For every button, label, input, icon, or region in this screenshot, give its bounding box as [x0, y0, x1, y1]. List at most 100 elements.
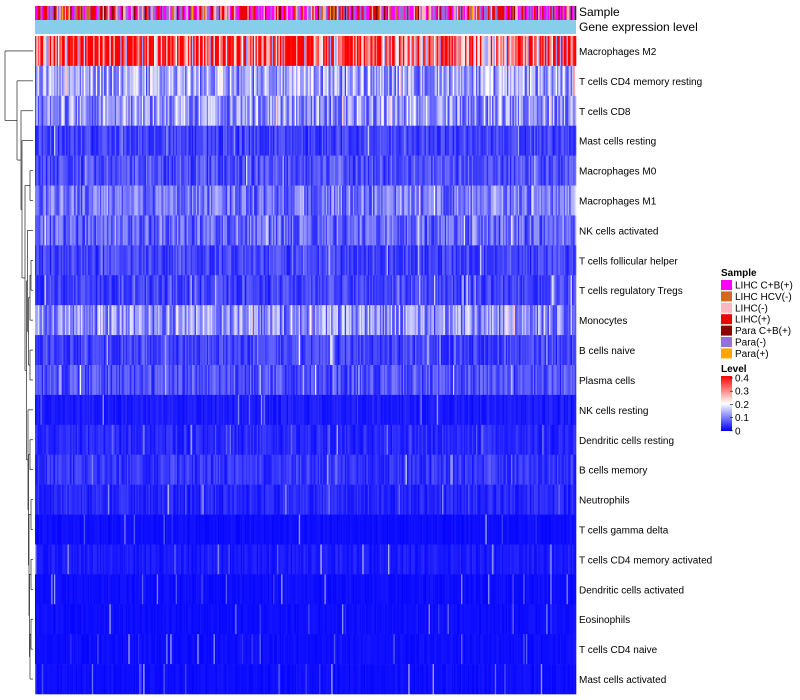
heatmap-cell	[158, 245, 160, 276]
heatmap-cell	[287, 65, 290, 97]
heatmap-cell	[124, 95, 126, 127]
heatmap-cell	[559, 95, 562, 127]
heatmap-cell	[374, 125, 377, 156]
heatmap-cell	[82, 125, 84, 156]
heatmap-cell	[93, 95, 95, 127]
heatmap-cell	[171, 215, 174, 246]
sample-annotation-cell	[56, 6, 59, 20]
heatmap-cell	[385, 275, 387, 306]
heatmap-cell	[448, 65, 451, 97]
heatmap-cell	[179, 155, 182, 186]
heatmap-cell	[106, 155, 109, 186]
heatmap-cell	[156, 275, 159, 306]
heatmap-cell	[185, 305, 187, 336]
heatmap-cell	[297, 95, 300, 127]
heatmap-cell	[481, 185, 483, 216]
heatmap-cell	[244, 185, 247, 216]
heatmap-cell	[456, 65, 459, 97]
heatmap-cell	[112, 275, 114, 306]
heatmap-cell	[448, 125, 451, 156]
heatmap-cell	[469, 125, 471, 156]
heatmap-cell	[174, 36, 176, 67]
heatmap-cell	[490, 215, 493, 246]
heatmap-cell	[102, 275, 105, 306]
heatmap-cell	[216, 185, 218, 216]
heatmap-cell	[439, 245, 442, 276]
heatmap-cell	[433, 305, 436, 336]
heatmap-cell	[475, 305, 478, 336]
heatmap-cell	[136, 65, 139, 97]
heatmap-cell	[221, 305, 224, 336]
heatmap-cell	[381, 155, 383, 186]
heatmap-cell	[297, 155, 300, 186]
heatmap-cell	[340, 185, 343, 216]
sample-annotation-cell	[409, 6, 412, 20]
heatmap-cell	[162, 95, 164, 127]
heatmap-cell	[224, 36, 227, 67]
heatmap-cell	[520, 215, 523, 246]
heatmap-cell	[193, 36, 195, 67]
heatmap-cell	[243, 215, 245, 246]
heatmap-cell	[168, 215, 171, 246]
heatmap-cell	[190, 185, 193, 216]
heatmap-cell	[48, 185, 51, 216]
heatmap-cell	[394, 185, 397, 216]
heatmap-cell	[194, 275, 197, 306]
heatmap-cell	[521, 36, 524, 67]
heatmap-cell	[535, 275, 538, 306]
heatmap-cell	[108, 65, 110, 97]
heatmap-cell	[36, 155, 39, 186]
heatmap-cell	[408, 95, 410, 127]
sample-annotation-cell	[507, 6, 509, 20]
heatmap-cell	[416, 275, 419, 306]
heatmap-cell	[85, 155, 87, 186]
heatmap-cell	[128, 305, 130, 336]
sample-annotation-cell	[337, 6, 340, 20]
heatmap-cell	[254, 36, 256, 67]
heatmap-cell	[308, 305, 310, 336]
heatmap-cell	[279, 185, 282, 216]
heatmap-cell	[181, 215, 183, 246]
heatmap-cell	[304, 215, 306, 246]
heatmap-cell	[327, 65, 329, 97]
heatmap-cell	[316, 36, 318, 67]
heatmap-cell	[534, 155, 536, 186]
sample-annotation-cell	[74, 6, 76, 20]
heatmap-cell	[116, 65, 118, 97]
heatmap-cell	[570, 155, 573, 186]
heatmap-cell	[377, 36, 379, 67]
heatmap-cell	[416, 185, 419, 216]
heatmap-cell	[224, 305, 227, 336]
heatmap-cell	[367, 125, 370, 156]
heatmap-cell	[394, 95, 397, 127]
heatmap-cell	[160, 155, 163, 186]
heatmap-cell	[175, 185, 178, 216]
heatmap-cell	[217, 305, 220, 336]
heatmap-cell	[525, 65, 528, 97]
heatmap-cell	[64, 215, 67, 246]
heatmap-cell	[385, 155, 387, 186]
sample-annotation-cell	[427, 6, 429, 20]
heatmap-cell	[413, 275, 416, 306]
heatmap-cell	[302, 245, 305, 276]
heatmap-cell	[91, 155, 94, 186]
heatmap-cell	[309, 125, 312, 156]
heatmap-cell	[485, 185, 488, 216]
heatmap-cell	[193, 305, 195, 336]
heatmap-cell	[99, 185, 102, 216]
heatmap-cell	[313, 185, 316, 216]
heatmap-cell	[256, 155, 259, 186]
heatmap-cell	[35, 185, 37, 216]
heatmap-cell	[369, 185, 371, 216]
heatmap-cell	[99, 305, 102, 336]
heatmap-cell	[140, 125, 143, 156]
heatmap-cell	[264, 215, 267, 246]
heatmap-cell	[423, 185, 425, 216]
sample-annotation-cell	[486, 6, 489, 20]
heatmap-cell	[367, 36, 370, 67]
heatmap-cell	[425, 275, 428, 306]
heatmap-cell	[218, 185, 221, 216]
heatmap-cell	[432, 36, 435, 67]
heatmap-cell	[152, 245, 155, 276]
heatmap-cell	[287, 155, 290, 186]
